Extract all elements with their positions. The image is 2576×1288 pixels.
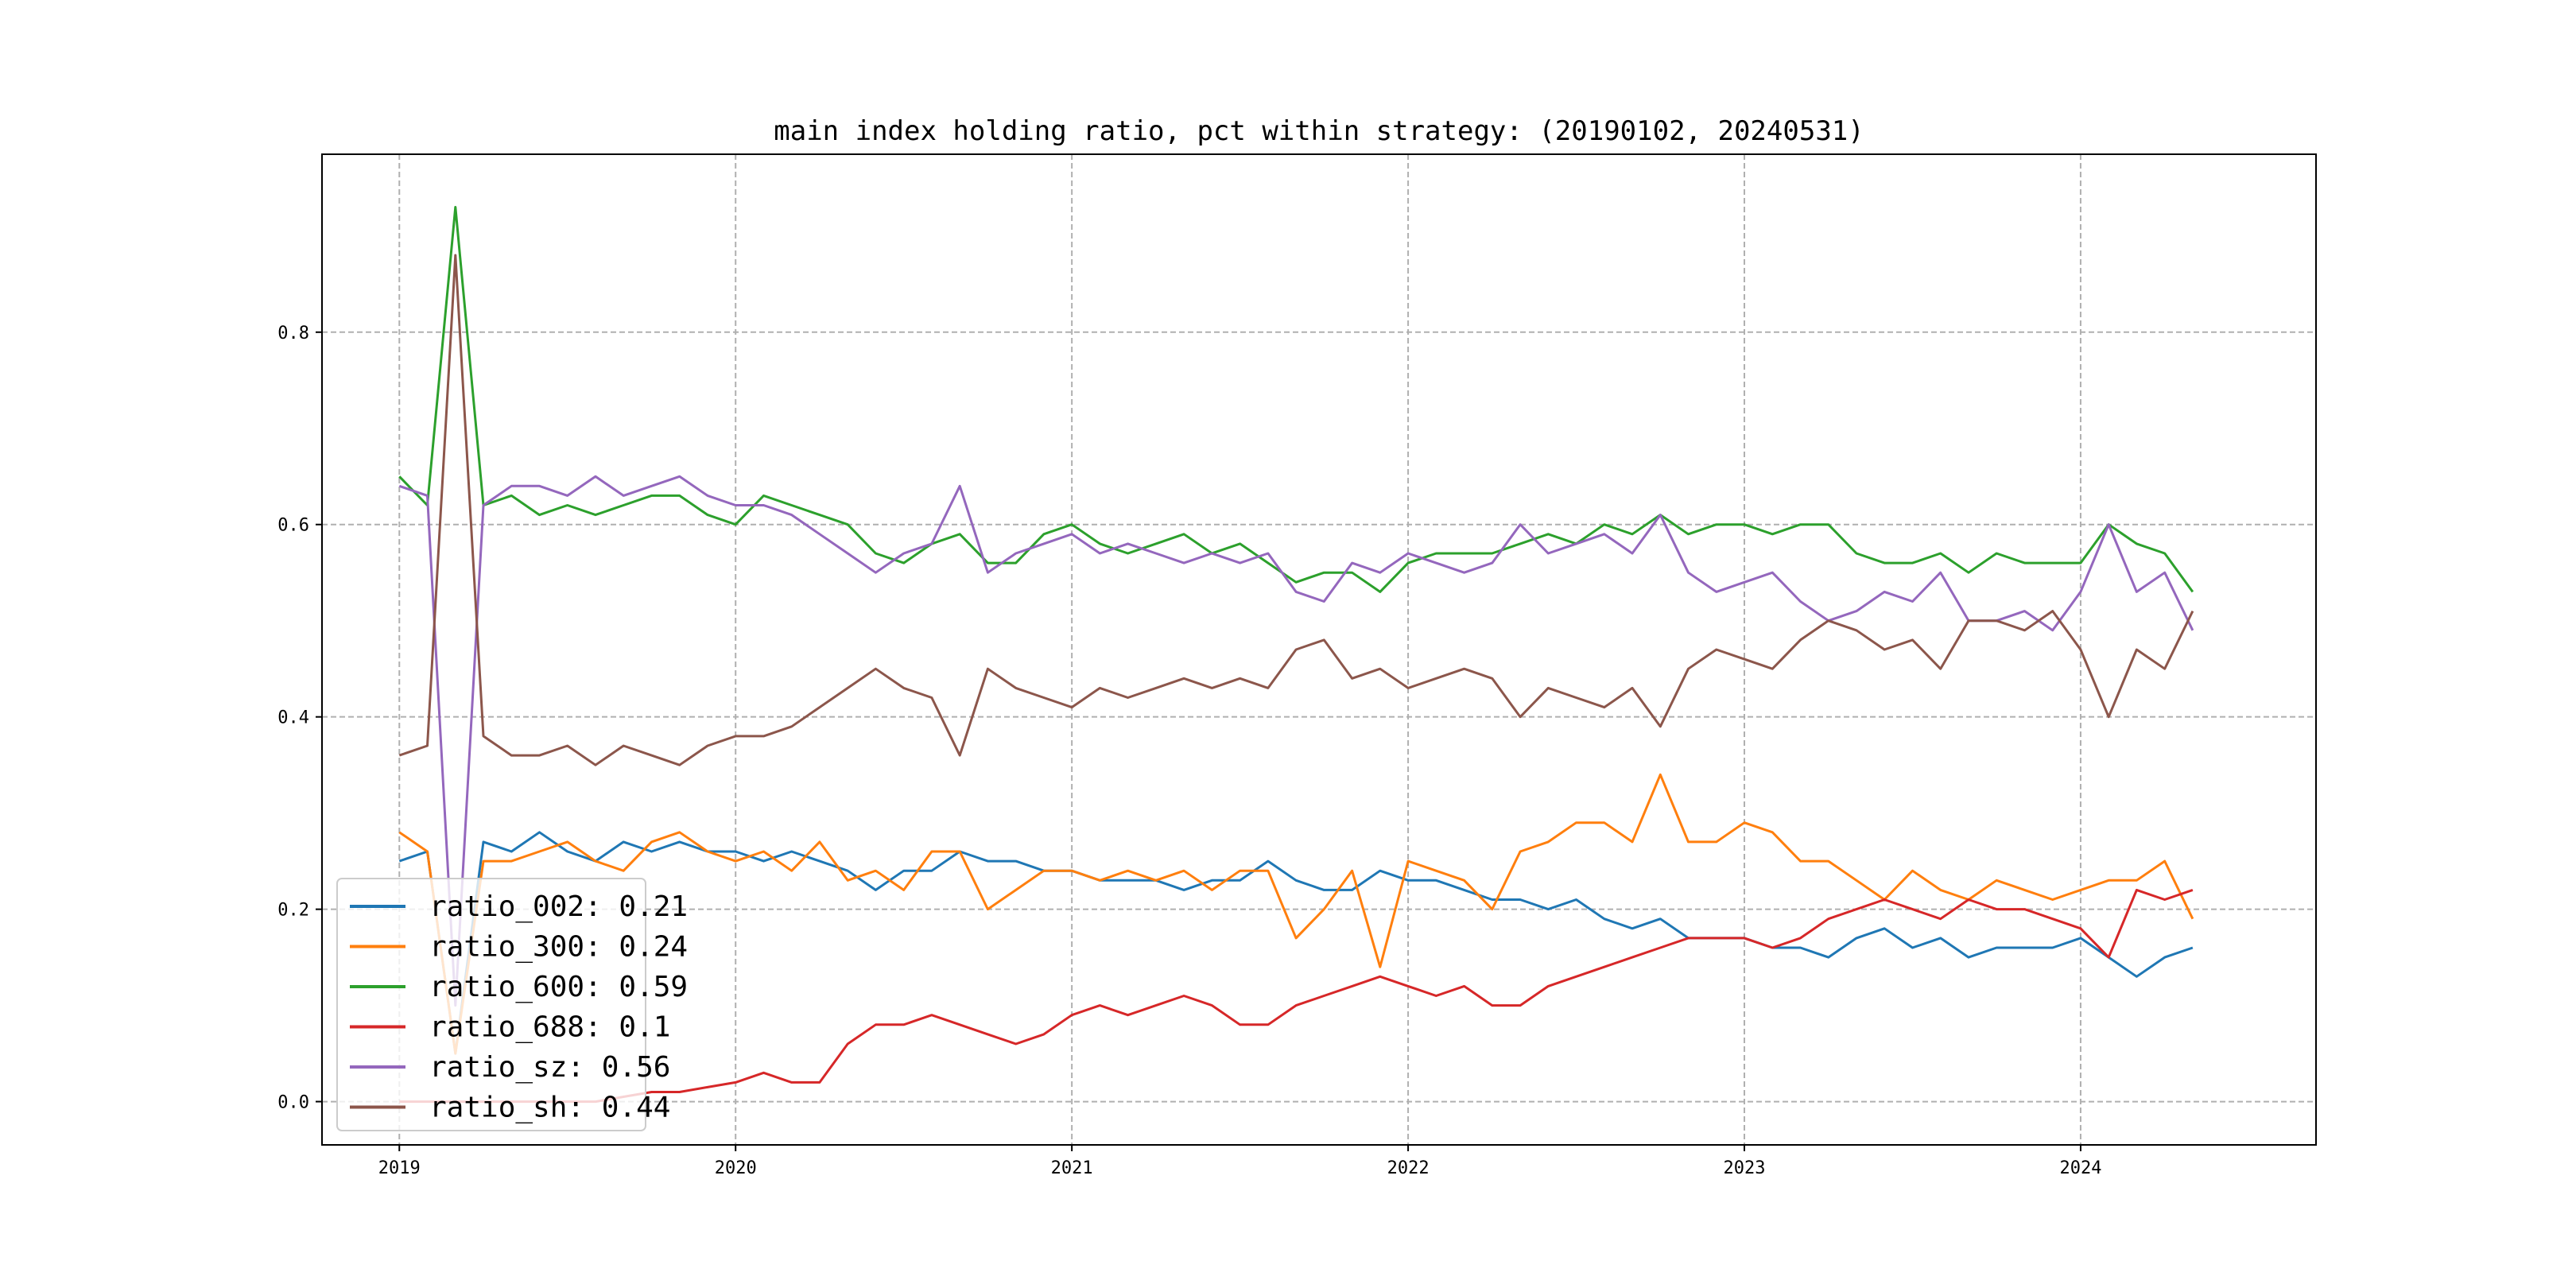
- series-line-ratio-sz: [398, 475, 2194, 1007]
- legend-label: ratio_600: 0.59: [429, 971, 688, 1003]
- legend-label: ratio_002: 0.21: [429, 890, 688, 923]
- x-tick-label: 2023: [1724, 1158, 1766, 1178]
- y-tick-label: 0.0: [277, 1093, 309, 1113]
- x-tick-label: 2022: [1387, 1158, 1430, 1178]
- axis-ticks: 2019 2020 2021 2022 2023 2024 0.0 0.2 0.4 0.6 0.8: [277, 324, 2101, 1178]
- series-line-ratio-002: [398, 831, 2194, 1055]
- series-lines: [398, 206, 2194, 1104]
- x-tick-label: 2024: [2059, 1158, 2101, 1178]
- series-line-ratio-600: [398, 206, 2194, 593]
- legend-label: ratio_688: 0.1: [429, 1011, 670, 1044]
- y-tick-label: 0.4: [277, 708, 309, 728]
- x-tick-label: 2019: [378, 1158, 421, 1178]
- series-line-ratio-sh: [398, 254, 2194, 766]
- y-tick-label: 0.8: [277, 324, 309, 343]
- y-tick-label: 0.6: [277, 516, 309, 536]
- legend: ratio_002: 0.21 ratio_300: 0.24 ratio_600:…: [336, 878, 688, 1131]
- legend-box: [336, 878, 646, 1131]
- x-tick-label: 2021: [1051, 1158, 1093, 1178]
- y-tick-label: 0.2: [277, 901, 309, 921]
- x-tick-label: 2020: [715, 1158, 757, 1178]
- plot-frame: [321, 153, 2317, 1146]
- chart-title: main index holding ratio, pct within str…: [774, 115, 1864, 147]
- series-line-ratio-688: [399, 888, 2194, 1104]
- grid: [322, 154, 2316, 1145]
- series-line-ratio-300: [398, 773, 2194, 1055]
- legend-label: ratio_sh: 0.44: [429, 1092, 670, 1124]
- legend-label: ratio_300: 0.24: [429, 931, 688, 964]
- legend-label: ratio_sz: 0.56: [429, 1051, 670, 1084]
